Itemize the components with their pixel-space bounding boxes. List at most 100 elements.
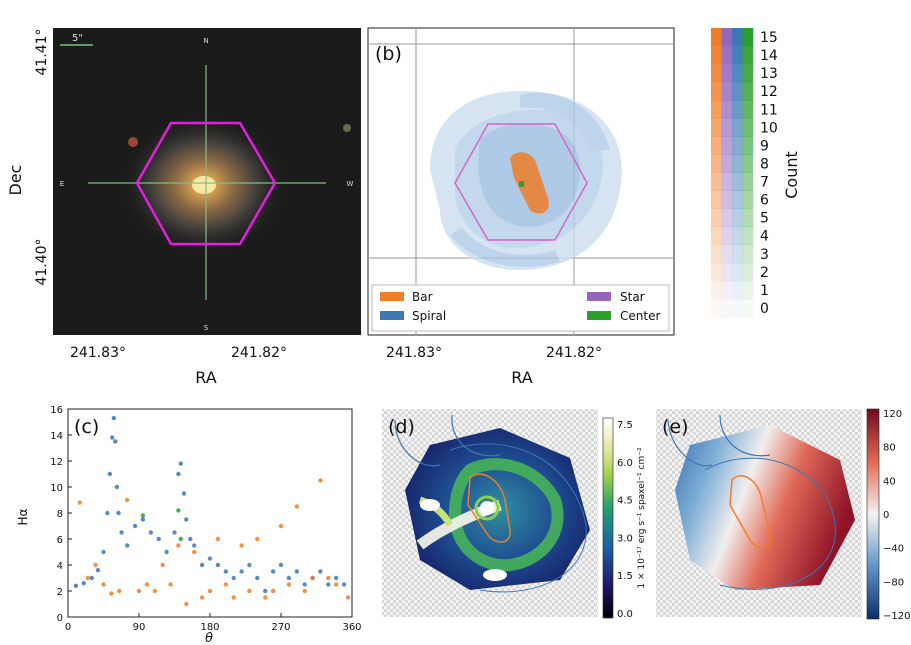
scatter-point-bar — [255, 536, 260, 542]
count-colorbar-tick: 4 — [760, 229, 769, 245]
count-colorbar-cell — [721, 46, 733, 65]
count-colorbar-tick: 14 — [760, 48, 778, 64]
scatter-point-spiral — [110, 435, 115, 440]
count-colorbar-cell — [711, 298, 722, 318]
count-colorbar-cell — [732, 298, 743, 318]
scatter-point-bar — [117, 588, 122, 594]
scatter-point-bar — [231, 595, 236, 600]
scatter-point-spiral — [172, 530, 177, 535]
scatter-point-bar — [215, 536, 221, 542]
bar-region — [510, 152, 549, 214]
scatter-point-spiral — [181, 491, 187, 496]
count-colorbar-cell — [711, 118, 722, 137]
flux-colorbar — [602, 417, 614, 619]
scatter-point-bar — [136, 588, 142, 594]
scatter-point-spiral — [270, 569, 276, 574]
y-tick-label: 4 — [57, 561, 63, 572]
scatter-point-spiral — [247, 562, 252, 568]
panel-c: 0 90 180 270 360 0 2 4 6 8 10 12 14 16 (c) θ Hα — [16, 405, 362, 645]
compass-w: W — [347, 180, 354, 188]
scatter-point-spiral — [140, 517, 146, 522]
colorbar-tick-label: −80 — [883, 577, 904, 588]
count-colorbar-cell — [732, 154, 743, 173]
scatter-point-spiral — [294, 569, 299, 574]
count-colorbar-label: Count — [782, 151, 801, 199]
count-colorbar-cell — [711, 208, 722, 227]
count-colorbar-cell — [742, 28, 754, 47]
scatter-point-spiral — [207, 556, 213, 561]
colorbar-tick-label: 4.5 — [617, 496, 633, 507]
count-colorbar-cell — [732, 280, 743, 300]
scatter-point-bar — [247, 588, 252, 594]
count-colorbar-tick: 2 — [760, 265, 769, 281]
count-colorbar-cell — [721, 298, 733, 318]
x-tick-label: 0 — [65, 622, 71, 633]
ifu-hexagon-b — [454, 123, 588, 241]
colorbar-tick-label: 120 — [883, 409, 902, 420]
scatter-point-bar — [192, 549, 197, 555]
count-colorbar-cell — [721, 262, 733, 282]
count-colorbar-cell — [742, 226, 754, 246]
scatter-point-spiral — [318, 569, 323, 574]
scatter-point-spiral — [302, 582, 307, 587]
velocity-colorbar — [866, 408, 880, 620]
x-tick-label: 270 — [271, 622, 290, 633]
scatter-point-spiral — [286, 575, 292, 581]
scatter-point-bar — [302, 588, 307, 594]
scale-bar-label: 5" — [72, 33, 83, 44]
x-tick-label: 360 — [342, 622, 361, 633]
scatter-point-spiral — [326, 582, 331, 587]
count-colorbar-cell — [732, 244, 743, 264]
scatter-point-spiral — [116, 510, 121, 516]
scatter-point-bar — [144, 582, 150, 587]
scatter-point-bar — [199, 595, 205, 600]
count-colorbar-cell — [711, 280, 722, 300]
legend-label-bar: Bar — [412, 290, 433, 304]
scatter-point-spiral — [334, 575, 339, 581]
count-colorbar-cell — [742, 208, 754, 227]
x-axis-label-c: θ — [205, 631, 213, 645]
scatter-point-bar — [168, 582, 173, 587]
colorbar-tick-label: 0.0 — [617, 609, 633, 620]
count-colorbar-tick: 3 — [760, 247, 769, 263]
count-colorbar-cell — [732, 172, 743, 191]
scatter-point-spiral — [341, 582, 347, 587]
count-colorbar-cell — [742, 172, 754, 191]
count-colorbar-cell — [711, 172, 722, 191]
ra-tick-b-2: 241.82° — [546, 345, 602, 361]
count-colorbar-cell — [721, 64, 733, 83]
scatter-point-spiral — [255, 575, 260, 581]
count-colorbar-cell — [711, 262, 722, 282]
colorbar-tick-label: 6.0 — [617, 458, 633, 469]
scatter-point-bar — [326, 575, 331, 581]
scatter-point-center — [176, 508, 181, 513]
count-colorbar-cell — [721, 208, 733, 227]
outer-contour-e — [704, 457, 836, 590]
scatter-point-spiral — [148, 530, 153, 535]
scatter-point-bar — [101, 582, 106, 587]
count-colorbar-cell — [732, 46, 743, 65]
colorbar-tick-label: −120 — [883, 611, 910, 622]
count-colorbar-cell — [721, 136, 733, 155]
colorbar-tick-label: 3.0 — [617, 533, 633, 544]
count-colorbar-cell — [711, 46, 722, 65]
y-tick-label: 8 — [57, 509, 63, 520]
scatter-point-spiral — [184, 517, 189, 522]
bar-contour-d — [467, 473, 511, 543]
count-colorbar-cell — [742, 280, 754, 300]
scatter-point-spiral — [125, 543, 130, 548]
colorbar-tick-label: 80 — [883, 443, 896, 454]
count-colorbar-tick: 5 — [760, 211, 769, 227]
count-colorbar-cell — [711, 244, 722, 264]
count-colorbar-tick: 8 — [760, 156, 769, 172]
colorbar-tick-label: 0 — [883, 510, 889, 521]
scatter-point-spiral — [164, 549, 169, 555]
scatter-point-bar — [239, 543, 244, 548]
panel-d: (d) 7.5 6.0 4.5 3.0 1.5 0.0 1 × 10⁻¹⁷ erg s⁻¹… — [382, 409, 647, 620]
scatter-point-center — [178, 536, 183, 542]
dec-axis-label: Dec — [6, 165, 25, 196]
scatter-point-bar — [93, 562, 98, 568]
count-colorbar-cell — [711, 154, 722, 173]
